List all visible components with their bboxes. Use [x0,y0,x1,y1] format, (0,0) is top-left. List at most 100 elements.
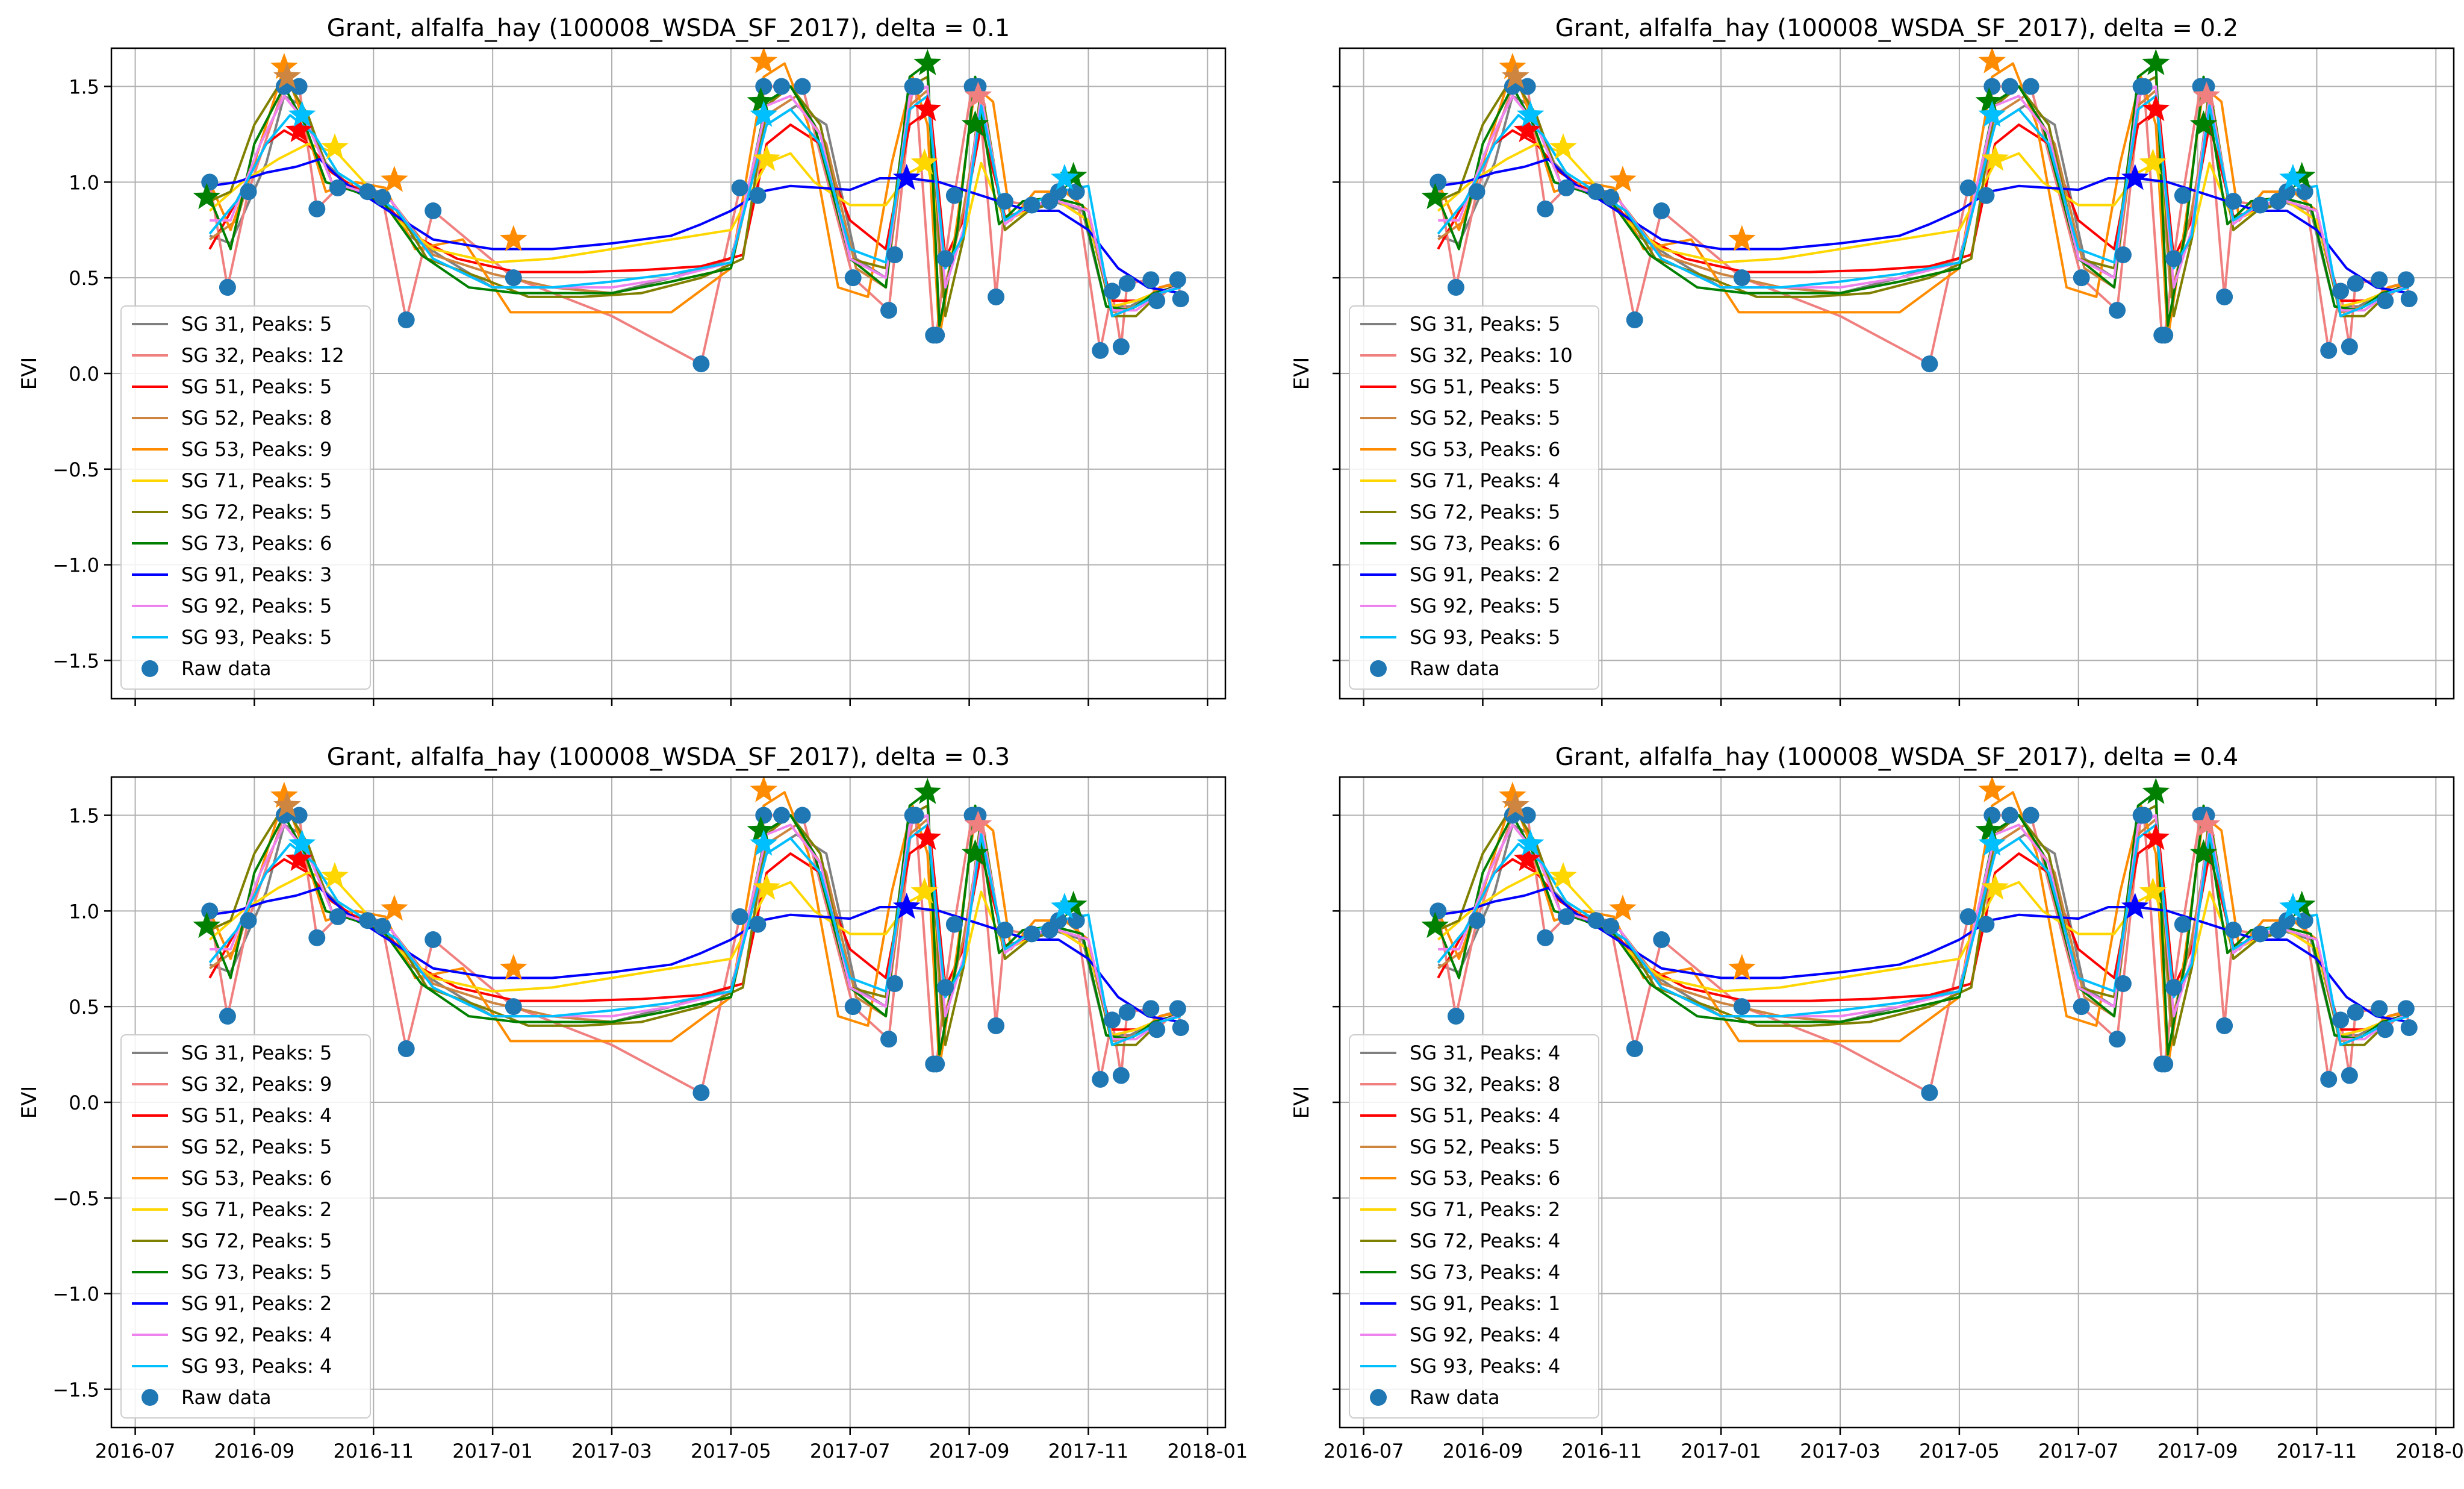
peak-star-marker [500,225,527,252]
raw-data-point [2377,1021,2394,1038]
peak-star-marker [321,862,349,888]
raw-data-point [2114,246,2132,264]
peak-star-marker [913,823,942,851]
raw-data-point [2278,183,2295,201]
raw-data-point [308,200,326,217]
x-tick-label: 2017-03 [1800,1440,1881,1462]
raw-data-point [1537,929,1554,946]
raw-data-point [1172,290,1189,308]
raw-data-point [844,269,862,287]
raw-data-point [505,998,522,1016]
raw-data-point [2001,78,2018,95]
peak-star-marker [288,829,316,856]
raw-data-point [2251,196,2269,214]
raw-data-point [1983,78,2001,95]
raw-data-point [219,1008,236,1025]
peak-star-marker [273,62,301,89]
raw-data-point [1959,179,1977,196]
peak-star-marker [913,95,942,122]
raw-data-point [907,78,924,95]
peak-star-marker [285,116,313,142]
raw-data-point [996,193,1013,210]
raw-data-point [425,202,442,219]
legend-box [1349,1034,1599,1419]
raw-data-point [1118,1004,1136,1021]
peak-star-marker [910,148,939,175]
legend-entry-label: SG 31, Peaks: 5 [1410,313,1560,336]
peak-star-marker [753,145,781,171]
raw-data-point [2347,275,2364,292]
raw-data-point [290,78,308,95]
raw-data-point [201,902,219,920]
raw-data-point [2377,292,2394,310]
raw-data-point [1653,202,1670,219]
peak-star-marker [1502,62,1529,89]
raw-data-point [731,179,748,196]
raw-data-point [2224,922,2242,939]
raw-data-point [1557,179,1575,196]
raw-data-point [1983,807,2001,824]
x-tick-label: 2017-07 [810,1440,891,1462]
legend-entry-label: SG 53, Peaks: 9 [181,438,332,461]
raw-data-point [2135,78,2153,95]
legend-entry-label: SG 53, Peaks: 6 [181,1167,332,1190]
raw-data-point [308,929,326,946]
raw-data-point [1977,916,1995,933]
raw-data-point [2156,326,2174,344]
subplot-delta-0-1: Grant, alfalfa_hay (100008_WSDA_SF_2017)… [17,14,1227,706]
legend-entry-label: SG 71, Peaks: 5 [181,469,332,492]
raw-data-point [425,931,442,948]
raw-data-point [1430,173,1447,191]
raw-data-point [2341,1067,2358,1084]
legend-entry-label: SG 93, Peaks: 4 [1410,1355,1560,1378]
raw-data-point [1447,1008,1464,1025]
raw-data-point [1602,189,1620,206]
y-axis-label: EVI [1290,1086,1314,1119]
peak-star-marker [193,911,221,938]
x-tick-label: 2016-11 [1561,1440,1642,1462]
raw-data-point [2320,342,2338,359]
raw-data-point [2073,998,2090,1016]
raw-data-point [2251,925,2269,943]
raw-data-point [2165,250,2183,267]
raw-data-point [1921,355,1938,373]
raw-data-point [2347,1004,2364,1021]
raw-data-point [749,916,767,933]
x-tick-label: 2018-01 [2395,1440,2464,1462]
raw-data-point [1023,925,1041,943]
x-tick-label: 2016-09 [1443,1440,1523,1462]
legend-entry-label: SG 93, Peaks: 4 [181,1355,332,1378]
peak-star-marker [1499,52,1526,80]
peak-star-marker [1728,954,1756,981]
raw-data-point [397,1040,415,1058]
raw-data-point [290,807,308,824]
legend-entry-label: SG 53, Peaks: 6 [1410,438,1560,461]
y-axis-label: EVI [17,357,42,390]
legend-entry-label: SG 91, Peaks: 3 [181,563,332,586]
peak-star-marker [2142,778,2170,804]
x-tick-label: 2017-11 [1048,1440,1129,1462]
raw-data-point [2341,338,2358,355]
raw-data-point [2174,187,2191,204]
peak-star-marker [753,873,781,900]
raw-data-point [1626,311,1643,329]
raw-data-point [2371,271,2388,289]
x-tick-label: 2017-03 [571,1440,652,1462]
y-tick-label: 0.5 [69,267,99,290]
legend-entry-label: Raw data [1410,1386,1500,1409]
legend-entry-label: SG 52, Peaks: 5 [181,1135,332,1158]
raw-data-point [1537,200,1554,217]
legend-entry-label: SG 92, Peaks: 4 [181,1323,332,1346]
peak-star-marker [2139,148,2167,175]
y-tick-label: 1.0 [69,900,99,923]
raw-data-point [1172,1019,1189,1037]
peak-star-marker [1513,116,1542,142]
peak-star-marker [2121,164,2149,190]
peak-star-marker [964,810,992,837]
y-tick-label: 1.5 [69,76,99,99]
raw-data-point [1169,271,1186,289]
peak-star-marker [193,183,221,210]
x-tick-label: 2018-01 [1167,1440,1248,1462]
legend: SG 31, Peaks: 5 SG 32, Peaks: 9 SG 51, Pea… [120,1034,371,1419]
raw-data-point [886,246,903,264]
